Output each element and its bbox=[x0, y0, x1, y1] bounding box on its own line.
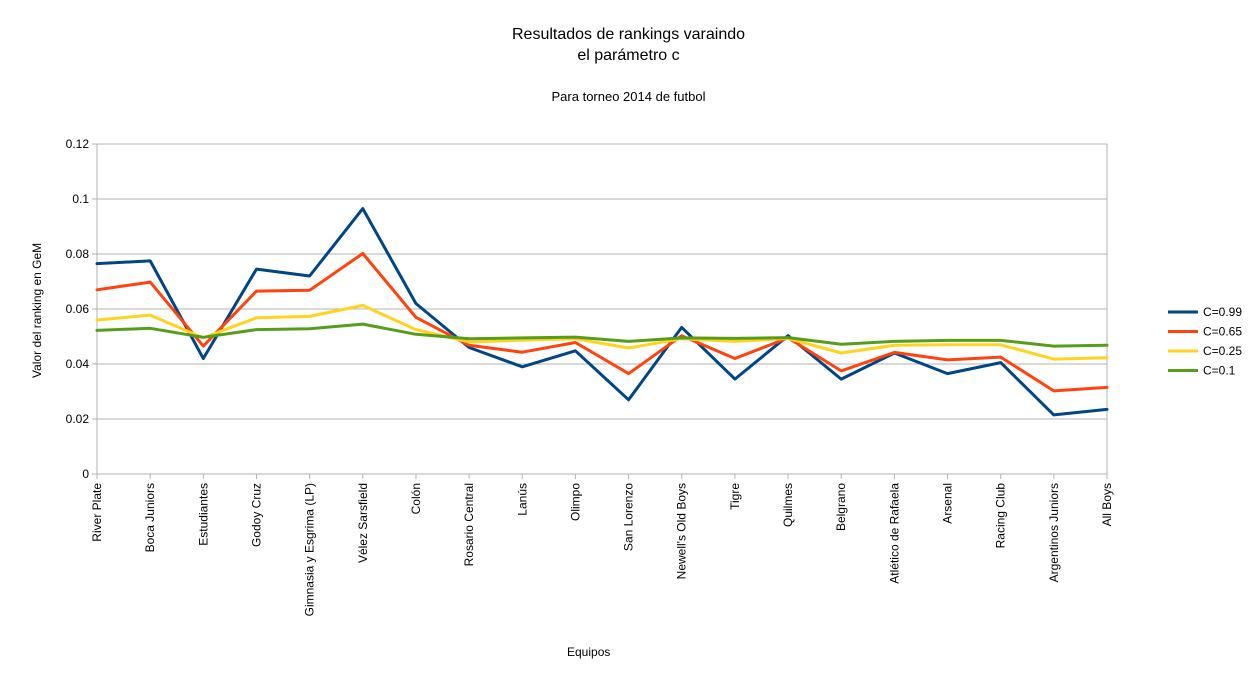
x-tick-label: Vélez Sarsfield bbox=[356, 483, 370, 563]
series-line bbox=[95, 207, 1109, 417]
y-tick-label: 0.1 bbox=[72, 192, 89, 206]
y-tick-label: 0.02 bbox=[66, 412, 90, 426]
gridlines bbox=[96, 143, 1108, 475]
y-tick-label: 0.08 bbox=[66, 247, 90, 261]
legend-label: C=0.25 bbox=[1203, 344, 1242, 358]
legend-label: C=0.1 bbox=[1203, 364, 1236, 378]
series-lines bbox=[95, 207, 1109, 417]
x-tick-label: Atlético de Rafaela bbox=[887, 483, 901, 584]
x-tick-label: Estudiantes bbox=[196, 483, 210, 546]
x-tick-label: Olimpo bbox=[568, 483, 582, 521]
x-tick-label: Belgrano bbox=[834, 483, 848, 531]
y-tick-label: 0.06 bbox=[66, 302, 90, 316]
y-tick-label: 0.12 bbox=[66, 137, 90, 151]
x-tick-label: Tigre bbox=[728, 483, 742, 510]
chart-title-line2: el parámetro c bbox=[577, 47, 680, 64]
y-axis: 0 0.02 0.04 0.06 0.08 0.1 0.12 bbox=[66, 137, 97, 481]
x-tick-label: Arsenal bbox=[941, 483, 955, 524]
x-axis: River Plate Boca Juniors Estudiantes Godoy … bbox=[90, 474, 1114, 616]
x-tick-label: Godoy Cruz bbox=[249, 483, 263, 547]
x-tick-label: Newell's Old Boys bbox=[675, 483, 689, 579]
legend-label: C=0.65 bbox=[1203, 325, 1242, 339]
x-tick-label: Argentinos Juniors bbox=[1047, 483, 1061, 582]
x-tick-label: Colón bbox=[409, 483, 423, 514]
series-line bbox=[95, 322, 1109, 348]
y-axis-title: Valor del ranking en GeM bbox=[30, 242, 44, 378]
y-tick-label: 0.04 bbox=[66, 357, 90, 371]
x-tick-label: Lanús bbox=[515, 483, 529, 516]
chart-title-line1: Resultados de rankings varaindo bbox=[511, 26, 746, 43]
x-tick-label: River Plate bbox=[90, 483, 104, 542]
x-tick-label: Boca Juniors bbox=[143, 483, 157, 552]
y-tick-label: 0 bbox=[82, 467, 89, 481]
legend: C=0.99 C=0.65 C=0.25 C=0.1 bbox=[1168, 305, 1242, 378]
legend-label: C=0.99 bbox=[1203, 305, 1242, 319]
x-tick-label: Quilmes bbox=[781, 483, 795, 527]
chart-subtitle: Para torneo 2014 de futbol bbox=[551, 89, 706, 104]
x-tick-label: Gimnasia y Esgrima (LP) bbox=[303, 483, 317, 616]
series-line bbox=[95, 252, 1109, 393]
x-axis-title: Equipos bbox=[567, 645, 611, 659]
x-tick-label: Racing Club bbox=[994, 483, 1008, 549]
x-tick-label: Rosario Central bbox=[462, 483, 476, 566]
x-tick-label: San Lorenzo bbox=[622, 483, 636, 551]
x-tick-label: All Boys bbox=[1100, 483, 1114, 526]
series-line bbox=[95, 303, 1109, 361]
